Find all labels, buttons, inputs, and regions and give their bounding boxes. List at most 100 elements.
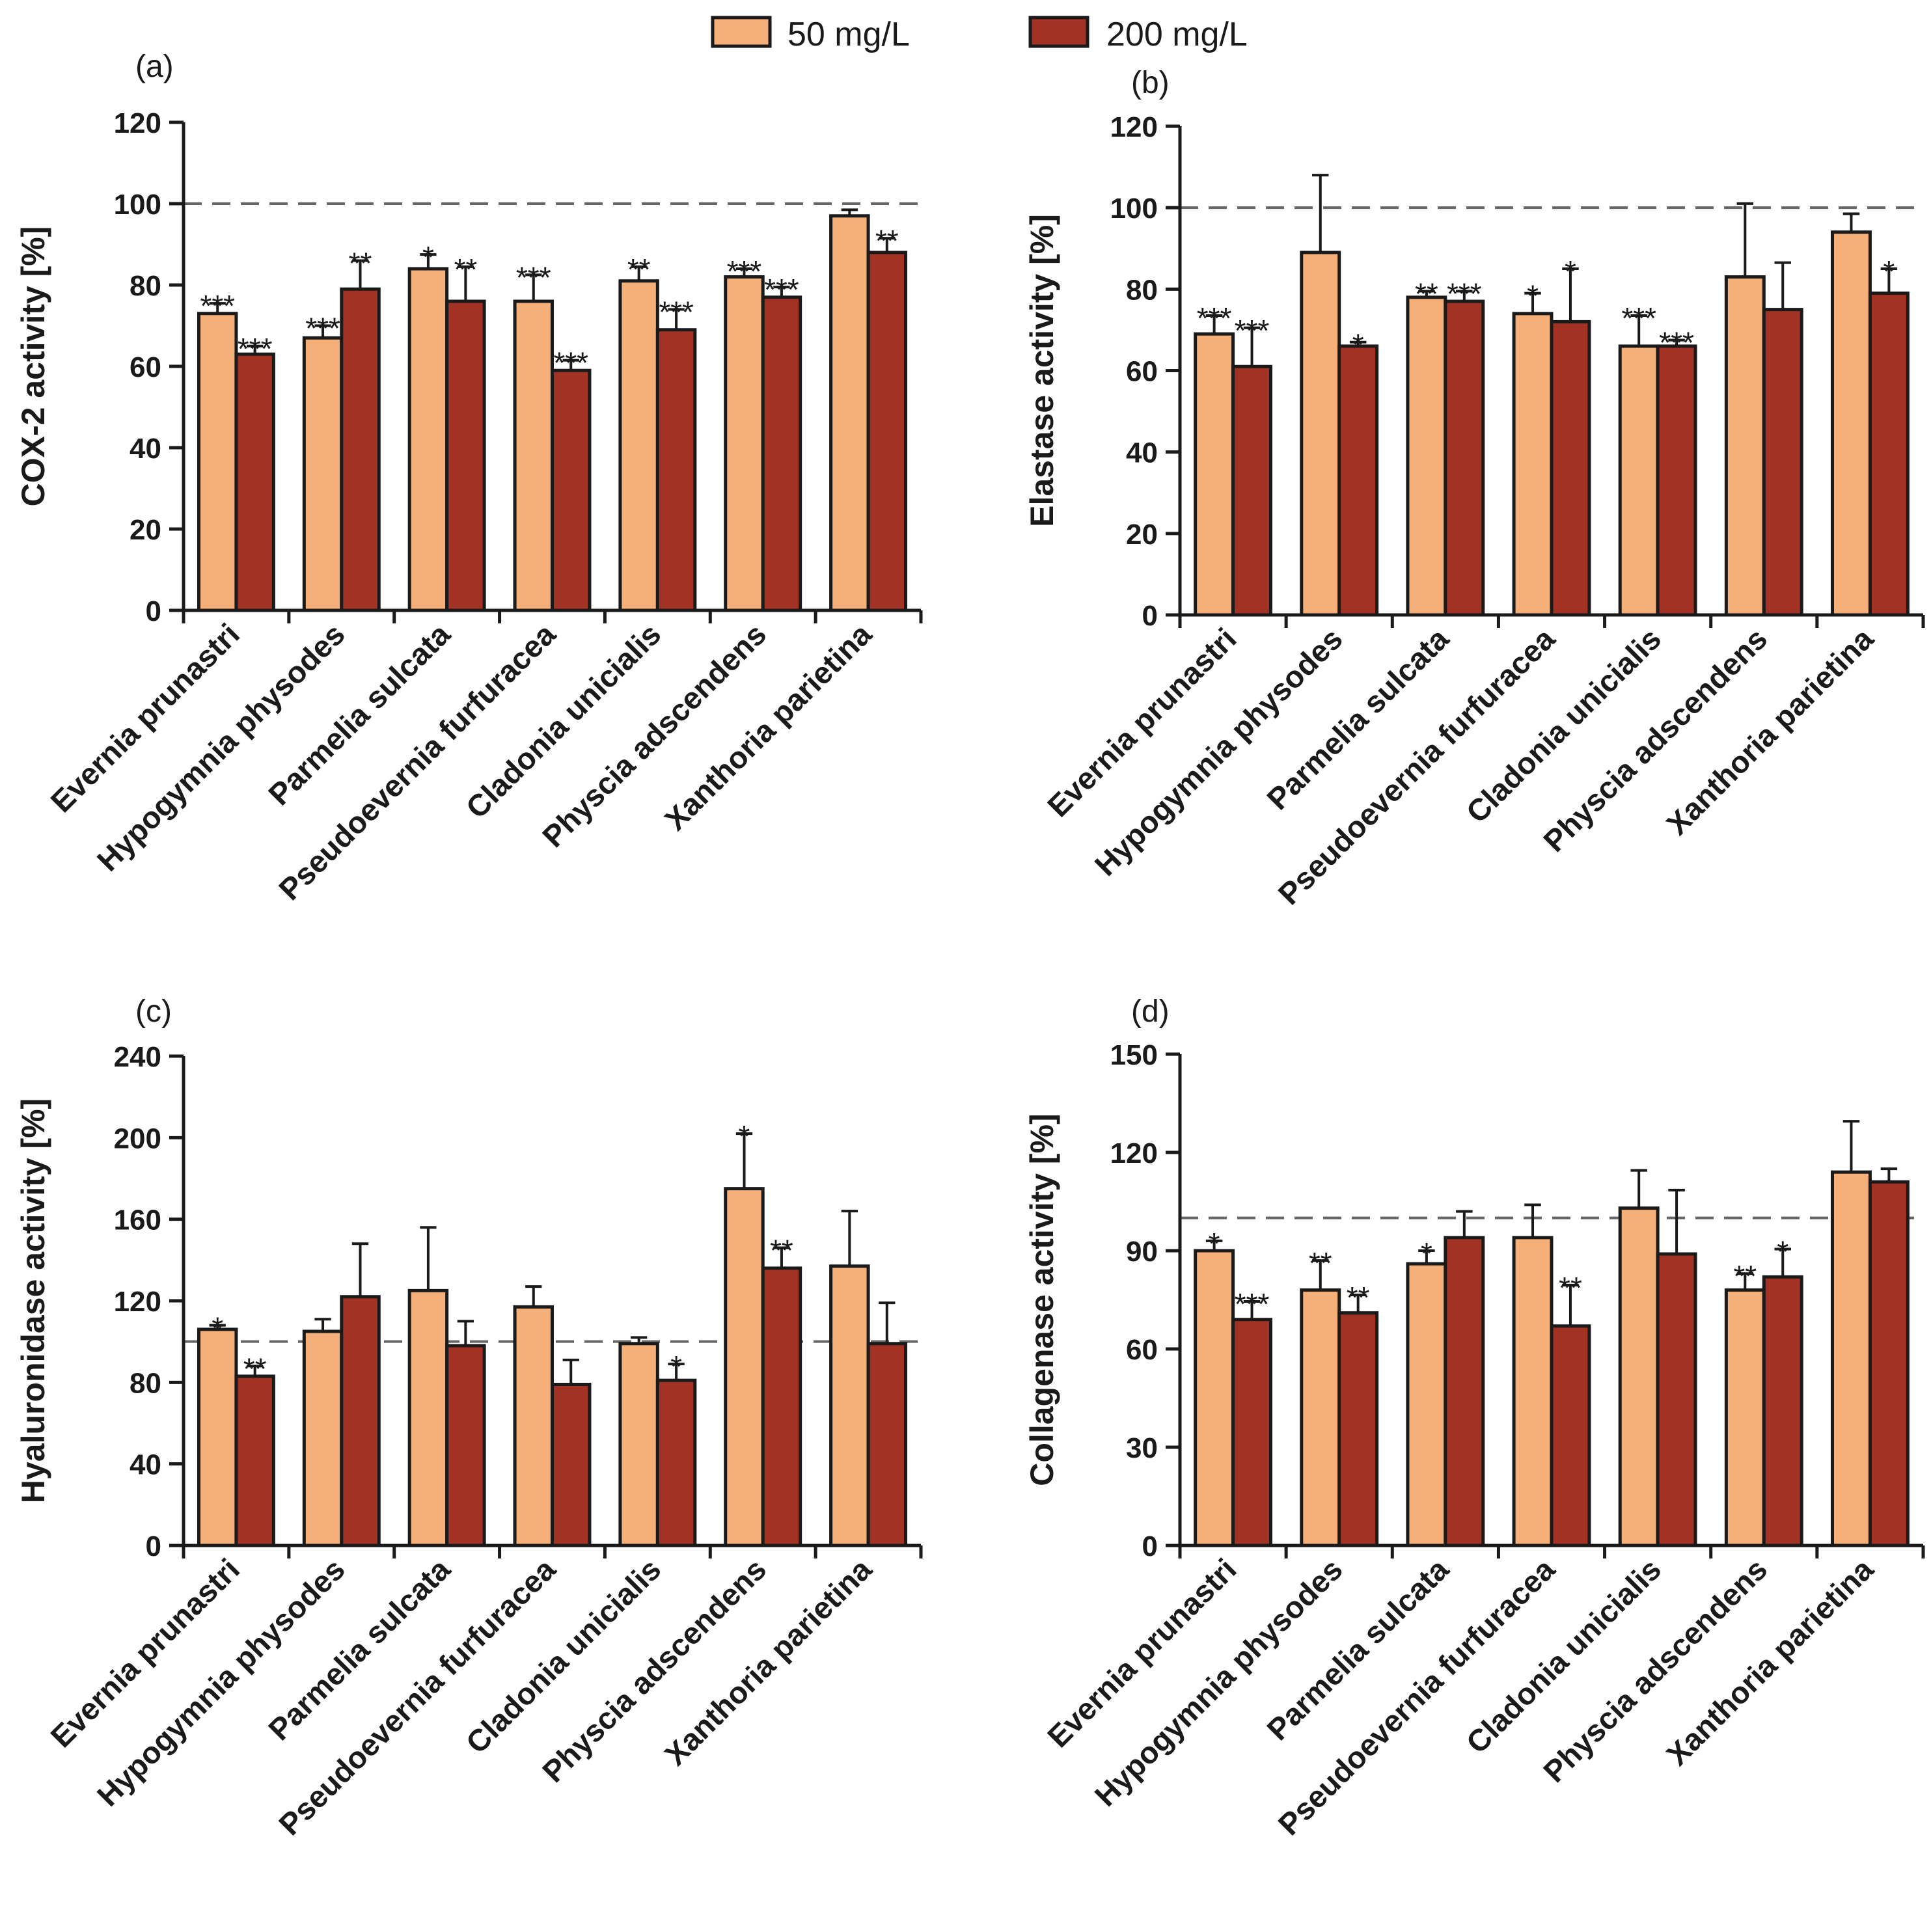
bar-50 [724, 275, 765, 612]
bar-50 [407, 267, 449, 612]
category-label: Evernia prunastri [44, 1552, 246, 1754]
bar-50 [302, 1329, 344, 1547]
category-label: Cladonia unicialis [1459, 1552, 1667, 1760]
bar-50 [618, 1342, 659, 1547]
y-axis-title: Hyaluronidase activity [%] [15, 1098, 51, 1503]
significance-label: * [1527, 279, 1539, 313]
y-tick-label: 40 [130, 1449, 161, 1481]
bar-200 [655, 328, 697, 612]
bar-200 [1337, 1311, 1379, 1547]
y-tick-label: 240 [114, 1041, 161, 1073]
category-label: Xanthoria parietina [1660, 1551, 1880, 1772]
chart-panel-c: (c)Hyaluronidase activity [%] ***Evernia … [15, 994, 923, 1842]
bar-200 [340, 287, 381, 612]
significance-label: *** [1197, 301, 1232, 335]
significance-label: ** [1347, 1281, 1370, 1314]
bar-200 [1550, 1324, 1591, 1547]
significance-label: *** [1235, 314, 1270, 347]
bar-200 [1231, 364, 1272, 617]
significance-label: ** [349, 247, 372, 280]
significance-label: * [670, 1350, 682, 1383]
bar-200 [234, 1374, 275, 1547]
bar-200 [1868, 292, 1910, 617]
category-label: Parmelia sulcata [262, 1551, 457, 1747]
legend-label-200: 200 mg/L [1106, 16, 1248, 53]
y-tick-label: 0 [1142, 600, 1158, 632]
panel-label: (b) [1131, 66, 1170, 100]
legend: 50 mg/L 200 mg/L [711, 16, 1248, 53]
bar-200 [340, 1295, 381, 1547]
significance-label: *** [1235, 1287, 1270, 1321]
y-tick-label: 30 [1126, 1432, 1158, 1464]
bar-200 [1337, 344, 1379, 617]
bar-50 [197, 1327, 238, 1547]
y-tick-label: 100 [114, 189, 161, 221]
bar-50 [1724, 275, 1766, 617]
panels: (a)COX-2 activity [%] ******Evernia pruna… [15, 49, 1925, 1842]
y-axis-title: Collagenase activity [%] [1024, 1113, 1060, 1486]
significance-label: ** [875, 224, 899, 258]
y-tick-label: 60 [1126, 356, 1158, 388]
bar-200 [1762, 308, 1803, 617]
significance-label: * [1565, 254, 1576, 288]
bar-50 [1512, 312, 1554, 617]
bar-200 [1444, 1236, 1485, 1547]
significance-label: *** [238, 332, 273, 366]
y-tick-label: 80 [130, 1367, 161, 1399]
bar-200 [1868, 1180, 1910, 1547]
y-tick-label: 150 [1110, 1039, 1158, 1071]
y-tick-label: 90 [1126, 1236, 1158, 1268]
bar-200 [1231, 1318, 1272, 1547]
category-label: Xanthoria parietina [1660, 621, 1880, 841]
bar-200 [551, 368, 592, 612]
bar-50 [197, 312, 238, 612]
bar-50 [302, 336, 344, 612]
significance-label: *** [1447, 277, 1482, 310]
bar-50 [724, 1187, 765, 1547]
y-tick-label: 120 [114, 1286, 161, 1318]
bar-50 [1831, 230, 1872, 617]
bar-50 [1618, 344, 1660, 617]
significance-label: *** [659, 295, 694, 329]
chart-panel-a: (a)COX-2 activity [%] ******Evernia pruna… [15, 49, 923, 906]
y-tick-label: 40 [1126, 437, 1158, 469]
significance-label: * [1421, 1236, 1432, 1270]
y-tick-label: 60 [130, 351, 161, 383]
category-label: Parmelia sulcata [1260, 621, 1455, 816]
bar-200 [761, 1266, 802, 1547]
significance-label: *** [727, 254, 762, 288]
legend-label-50: 50 mg/L [787, 16, 910, 53]
bar-200 [866, 1342, 908, 1547]
bar-50 [1724, 1288, 1766, 1547]
legend-swatch-50 [711, 16, 772, 48]
panel-label: (a) [135, 49, 174, 84]
significance-label: * [1883, 254, 1895, 288]
bar-200 [445, 299, 486, 612]
category-label: Parmelia sulcata [1260, 1551, 1455, 1747]
significance-label: *** [305, 312, 340, 346]
y-tick-label: 20 [1126, 519, 1158, 551]
significance-label: *** [764, 273, 799, 306]
bar-200 [1762, 1275, 1803, 1547]
significance-label: * [1777, 1234, 1788, 1268]
significance-label: *** [1621, 301, 1656, 335]
bar-200 [655, 1378, 697, 1547]
y-tick-label: 80 [130, 270, 161, 302]
y-tick-label: 80 [1126, 274, 1158, 306]
y-tick-label: 160 [114, 1204, 161, 1236]
y-tick-label: 0 [146, 1531, 161, 1562]
significance-label: *** [200, 289, 235, 323]
y-tick-label: 120 [114, 107, 161, 139]
significance-label: * [422, 240, 434, 274]
y-tick-label: 0 [1142, 1531, 1158, 1562]
bar-50 [1831, 1170, 1872, 1547]
chart-panel-d: (d)Collagenase activity [%] ****Evernia p… [1024, 994, 1925, 1842]
category-label: Cladonia unicialis [1459, 621, 1667, 830]
bar-200 [551, 1382, 592, 1547]
y-axis-title: COX-2 activity [%] [15, 226, 51, 507]
category-label: Evernia prunastri [1041, 1552, 1243, 1754]
y-axis-title: Elastase activity [%] [1024, 214, 1060, 527]
bar-50 [1194, 332, 1235, 617]
category-label: Cladonia unicialis [459, 617, 667, 825]
